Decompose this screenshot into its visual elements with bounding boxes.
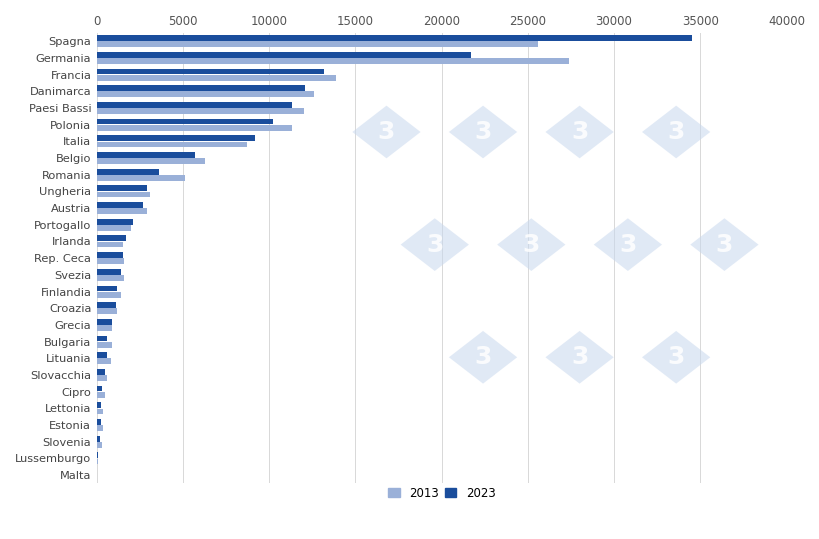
Bar	[97, 409, 103, 414]
Bar	[97, 402, 101, 408]
Bar	[97, 302, 115, 308]
Bar	[97, 375, 107, 381]
Text: 3: 3	[618, 233, 636, 257]
Text: 3: 3	[473, 345, 491, 369]
Text: 3: 3	[715, 233, 732, 257]
Polygon shape	[545, 106, 613, 158]
Polygon shape	[593, 218, 661, 271]
Text: 3: 3	[667, 345, 684, 369]
Bar	[97, 292, 120, 298]
Bar	[97, 436, 100, 441]
Bar	[97, 385, 102, 391]
Bar	[97, 175, 184, 181]
Bar	[97, 241, 123, 247]
Bar	[97, 219, 133, 225]
Bar	[97, 35, 690, 41]
Legend: 2013, 2023: 2013, 2023	[382, 482, 500, 505]
Bar	[97, 185, 147, 191]
Bar	[97, 392, 105, 398]
Polygon shape	[641, 331, 709, 384]
Bar	[97, 225, 131, 231]
Bar	[97, 369, 106, 375]
Polygon shape	[545, 331, 613, 384]
Bar	[97, 208, 147, 214]
Text: 3: 3	[570, 345, 587, 369]
Bar	[97, 85, 305, 91]
Polygon shape	[690, 218, 758, 271]
Polygon shape	[448, 331, 517, 384]
Text: 3: 3	[522, 233, 540, 257]
Bar	[97, 142, 247, 147]
Bar	[97, 108, 303, 114]
Bar	[97, 308, 117, 314]
Bar	[97, 169, 159, 175]
Bar	[97, 258, 124, 264]
Bar	[97, 275, 124, 281]
Bar	[97, 442, 102, 448]
Bar	[97, 459, 98, 465]
Text: 3: 3	[378, 120, 395, 144]
Polygon shape	[641, 106, 709, 158]
Bar	[97, 336, 107, 341]
Bar	[97, 75, 336, 81]
Bar	[97, 125, 292, 130]
Bar	[97, 358, 111, 364]
Bar	[97, 353, 107, 358]
Polygon shape	[400, 218, 468, 271]
Bar	[97, 419, 101, 425]
Text: 3: 3	[667, 120, 684, 144]
Polygon shape	[448, 106, 517, 158]
Polygon shape	[352, 106, 420, 158]
Polygon shape	[496, 218, 565, 271]
Bar	[97, 152, 195, 158]
Bar	[97, 319, 112, 324]
Bar	[97, 286, 117, 292]
Bar	[97, 252, 123, 258]
Text: 3: 3	[570, 120, 587, 144]
Bar	[97, 325, 112, 331]
Bar	[97, 342, 112, 348]
Bar	[97, 202, 143, 208]
Bar	[97, 425, 103, 431]
Bar	[97, 191, 150, 197]
Bar	[97, 269, 120, 275]
Bar	[97, 119, 273, 125]
Bar	[97, 68, 324, 74]
Bar	[97, 102, 292, 108]
Bar	[97, 58, 568, 64]
Bar	[97, 135, 256, 141]
Bar	[97, 92, 314, 97]
Text: 3: 3	[426, 233, 443, 257]
Bar	[97, 42, 537, 47]
Bar	[97, 236, 126, 241]
Text: 3: 3	[473, 120, 491, 144]
Bar	[97, 158, 206, 164]
Bar	[97, 52, 470, 58]
